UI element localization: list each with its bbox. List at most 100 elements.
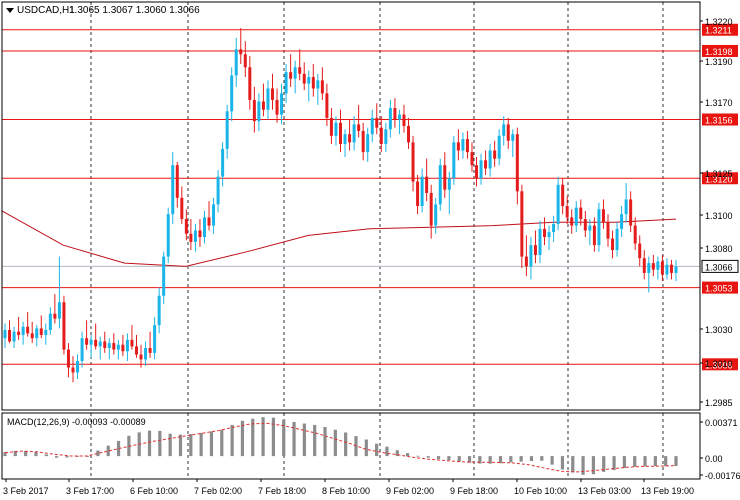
macd-histogram-bar <box>622 456 626 469</box>
macd-histogram-bar <box>540 456 544 461</box>
candle-body <box>89 339 93 345</box>
candle-body <box>511 134 515 141</box>
candle-body <box>411 142 415 182</box>
candle-body <box>601 209 605 223</box>
candle-body <box>257 101 261 122</box>
candle-body <box>533 245 537 255</box>
candle-body <box>366 134 370 153</box>
candle-body <box>270 88 274 100</box>
price-tick-label: 1.3220 <box>705 17 733 27</box>
level-price-label: 1.3198 <box>705 47 733 57</box>
time-tick-label: 3 Feb 17:00 <box>66 486 114 496</box>
candle-body <box>39 328 43 335</box>
macd-signal-line <box>4 422 677 473</box>
candle-body <box>506 124 510 141</box>
macd-histogram-bar <box>333 429 337 457</box>
candle-body <box>497 135 501 159</box>
candle-body <box>125 339 129 352</box>
candle-body <box>361 130 365 153</box>
candle-body <box>325 93 329 118</box>
candle-body <box>438 165 442 205</box>
price-tick-label: 1.3080 <box>705 244 733 254</box>
candle-body <box>583 219 587 231</box>
macd-histogram-bar <box>292 421 296 457</box>
macd-histogram-bar <box>375 443 379 457</box>
macd-histogram-bar <box>34 451 38 457</box>
candle-body <box>524 256 528 267</box>
candle-body <box>656 261 660 270</box>
candle-body <box>538 228 542 255</box>
candle-body <box>651 263 655 270</box>
candle-body <box>3 330 7 339</box>
candle-body <box>12 331 16 342</box>
macd-histogram-bar <box>65 456 69 458</box>
candle-body <box>452 142 456 179</box>
candle-body <box>280 93 284 115</box>
candle-body <box>116 344 120 350</box>
macd-histogram-bar <box>158 430 162 457</box>
candle-body <box>502 124 506 136</box>
candle-body <box>225 111 229 149</box>
macd-tick-label: 0.00 <box>705 454 723 464</box>
candle-body <box>44 330 48 335</box>
candle-body <box>547 232 551 238</box>
candle-body <box>261 101 265 110</box>
macd-panel-frame <box>1 412 701 480</box>
candle-body <box>552 223 556 233</box>
macd-histogram-bar <box>323 426 327 457</box>
candle-body <box>520 191 524 257</box>
candle-body <box>484 160 488 169</box>
macd-histogram-bar <box>653 456 657 467</box>
candle-body <box>230 75 234 112</box>
price-tick-label: 1.3170 <box>705 98 733 108</box>
candle-body <box>171 165 175 215</box>
dropdown-triangle-icon[interactable] <box>6 8 14 13</box>
candle-body <box>461 139 465 151</box>
level-price-tag <box>702 23 738 36</box>
price-tick-label: 1.3030 <box>705 325 733 335</box>
candle-body <box>416 181 420 206</box>
current-price-tag <box>701 259 739 273</box>
candle-body <box>334 122 338 136</box>
time-tick-label: 7 Feb 02:00 <box>194 486 242 496</box>
macd-histogram-bar <box>560 456 565 470</box>
horizontal-levels[interactable]: 1.32111.31981.31561.31201.30531.30061.30… <box>2 23 739 371</box>
macd-histogram-bar <box>85 456 90 457</box>
candle-body <box>234 49 238 76</box>
candle-body <box>243 54 247 68</box>
candle-body <box>357 124 361 131</box>
macd-histogram-bar <box>602 456 606 472</box>
candle-body <box>139 354 143 360</box>
macd-histogram-bar <box>488 456 492 464</box>
time-tick-label: 13 Feb 19:00 <box>641 486 694 496</box>
candle-body <box>284 72 288 94</box>
candle-body <box>166 214 170 257</box>
candle-body <box>588 225 592 231</box>
level-price-label: 1.3053 <box>705 284 733 294</box>
macd-histogram-bar <box>416 455 420 457</box>
candle-body <box>434 204 438 226</box>
candle-body <box>148 347 152 353</box>
candle-body <box>633 225 637 244</box>
frame <box>1 1 701 480</box>
macd-histogram-bar <box>581 456 585 475</box>
candle-body <box>615 228 619 251</box>
price-tick-label: 1.3100 <box>705 211 733 221</box>
candle-body <box>370 117 374 135</box>
candle-body <box>320 80 324 94</box>
candle-body <box>198 230 202 238</box>
price-tick-label: 1.3190 <box>705 57 733 67</box>
candle-body <box>98 341 102 347</box>
macd-histogram-bar <box>55 456 59 458</box>
candle-body <box>48 313 52 331</box>
macd-histogram-bar <box>364 439 368 457</box>
level-price-tag <box>702 358 738 371</box>
macd-histogram-bar <box>75 456 79 457</box>
macd-histogram-bar <box>271 417 275 457</box>
macd-histogram-bar <box>529 456 534 462</box>
time-tick-label: 3 Feb 2017 <box>3 486 49 496</box>
candle-body <box>30 333 34 339</box>
candle-body <box>307 77 311 84</box>
